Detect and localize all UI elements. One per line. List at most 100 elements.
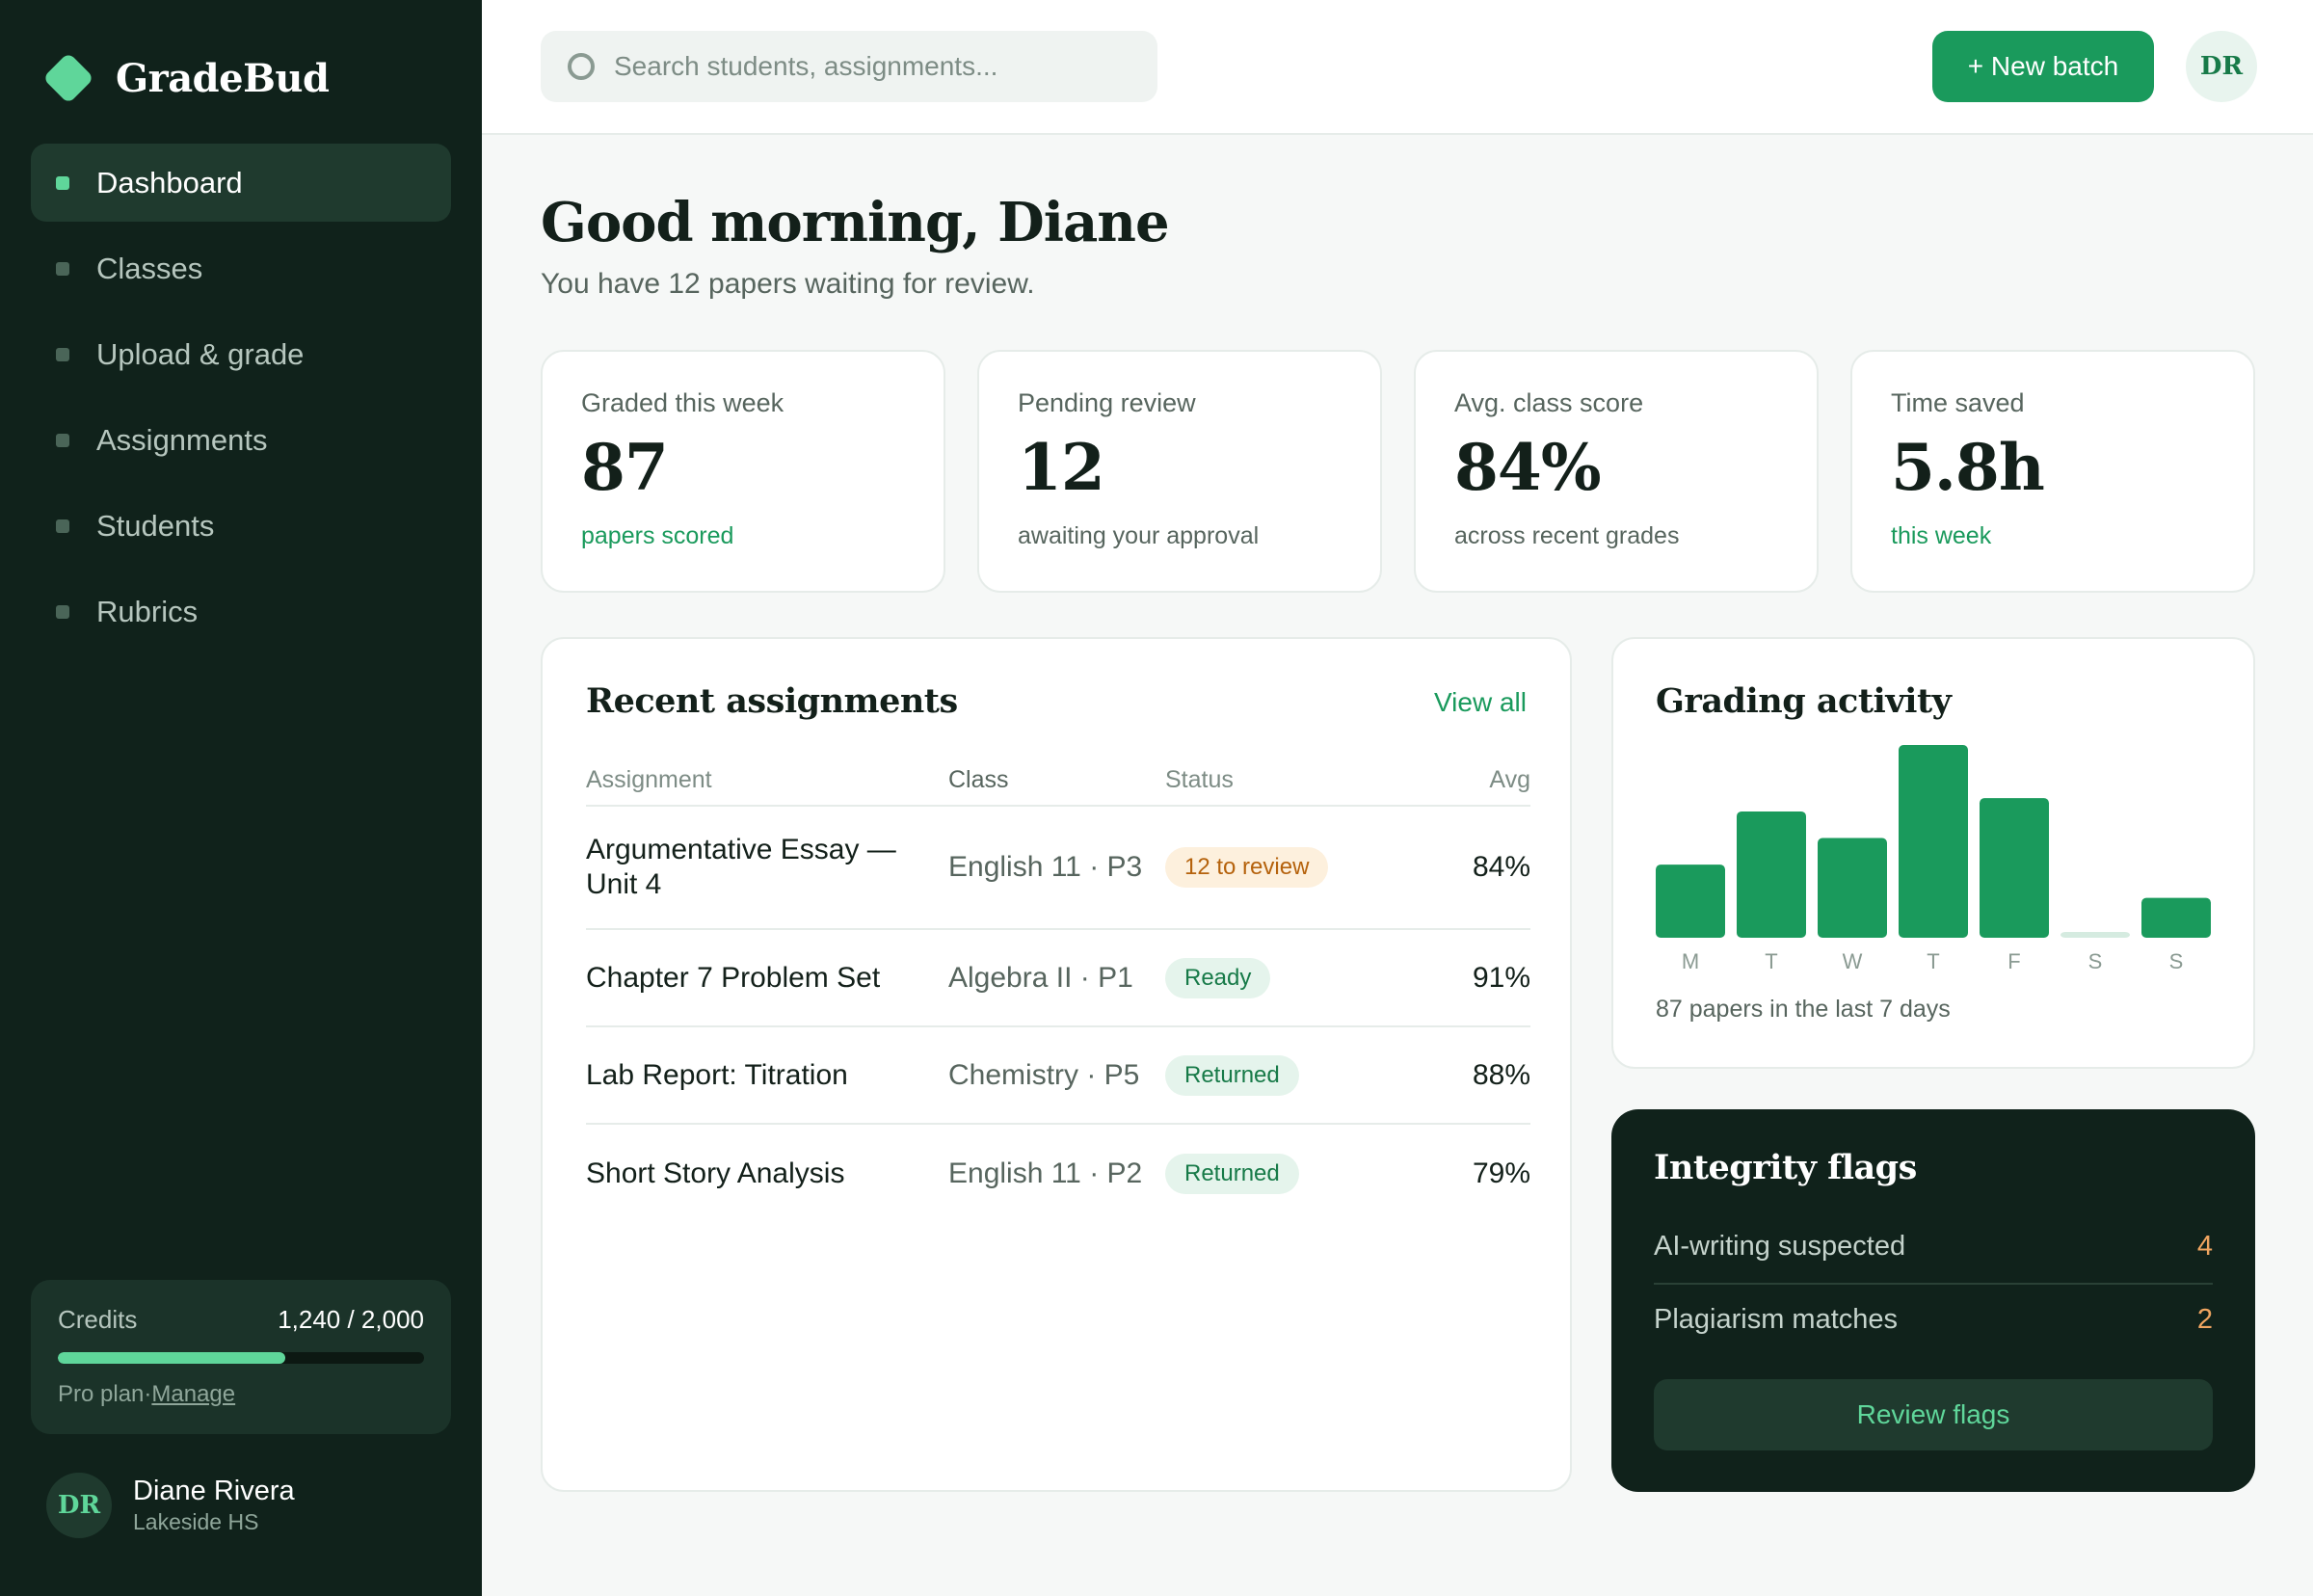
- sidebar-item-assignments[interactable]: Assignments: [31, 401, 451, 479]
- sidebar-item-label: Assignments: [96, 422, 268, 457]
- square-bullet-icon: [56, 347, 69, 361]
- chart-x-tick-label: S: [2169, 949, 2184, 973]
- chart-x-tick-label: S: [2088, 949, 2103, 973]
- sidebar-item-dashboard[interactable]: Dashboard: [31, 144, 451, 222]
- column-header-avg: Avg: [1489, 765, 1530, 793]
- table-header: Assignment Class Status Avg: [586, 755, 1530, 807]
- status-badge: Returned: [1165, 1153, 1299, 1194]
- table-row[interactable]: Lab Report: Titration Chemistry · P5 Ret…: [586, 1027, 1530, 1125]
- stat-value: 87: [581, 430, 669, 505]
- card-title: Recent assignments: [586, 681, 958, 721]
- card-title: Integrity flags: [1654, 1148, 1917, 1187]
- assignment-name: Argumentative Essay — Unit 4: [586, 834, 896, 900]
- status-cell: 12 to review: [1165, 847, 1406, 888]
- class-name: English 11 · P3: [948, 851, 1143, 883]
- square-bullet-icon: [56, 261, 69, 276]
- stat-subtext: across recent grades: [1454, 522, 1680, 549]
- sidebar-item-label: Upload & grade: [96, 336, 305, 371]
- chart-bar: [1737, 811, 1806, 938]
- stat-card-avg-score: Avg. class score 84% across recent grade…: [1414, 350, 1819, 593]
- chart-x-tick-label: T: [1927, 949, 1939, 973]
- recent-assignments-card: Recent assignments View all Assignment C…: [541, 637, 1572, 1492]
- topbar: + New batch DR: [482, 0, 2313, 135]
- stat-value: 12: [1018, 430, 1105, 505]
- assignments-table: Assignment Class Status Avg Argumentativ…: [586, 755, 1530, 1222]
- chart-x-tick-label: W: [1843, 949, 1863, 973]
- column-header-status: Status: [1165, 765, 1234, 793]
- square-bullet-icon: [56, 519, 69, 533]
- assignment-name: Chapter 7 Problem Set: [586, 961, 881, 994]
- page-title: Good morning, Diane: [541, 191, 1170, 254]
- user-name: Diane Rivera: [133, 1476, 295, 1506]
- stat-card-graded: Graded this week 87 papers scored: [541, 350, 945, 593]
- square-bullet-icon: [56, 175, 69, 190]
- chart-x-tick-label: M: [1682, 949, 1699, 973]
- grading-activity-card: Grading activity M T W T F S S 87 papers in th…: [1611, 637, 2255, 1069]
- user-profile[interactable]: DR Diane Rivera Lakeside HS: [46, 1473, 295, 1538]
- flag-count: 4: [2196, 1231, 2213, 1262]
- stat-subtext: papers scored: [581, 522, 734, 549]
- sidebar-item-upload-grade[interactable]: Upload & grade: [31, 315, 451, 393]
- avg-score: 91%: [1472, 961, 1530, 994]
- status-badge: 12 to review: [1165, 847, 1329, 888]
- class-name: Algebra II · P1: [948, 961, 1133, 994]
- credits-row: Credits 1,240 / 2,000: [58, 1305, 424, 1335]
- avatar: DR: [46, 1473, 112, 1538]
- search-box[interactable]: [541, 31, 1157, 102]
- search-icon: [568, 53, 595, 80]
- flag-row-plagiarism[interactable]: Plagiarism matches 2: [1654, 1304, 2213, 1336]
- chart-bar: [1818, 838, 1887, 938]
- column-header-assignment: Assignment: [586, 766, 712, 793]
- sidebar-item-classes[interactable]: Classes: [31, 229, 451, 307]
- stat-card-time-saved: Time saved 5.8h this week: [1850, 350, 2255, 593]
- stat-card-pending: Pending review 12 awaiting your approval: [977, 350, 1382, 593]
- avg-score: 88%: [1472, 1058, 1530, 1091]
- chart-bar: [1899, 745, 1968, 938]
- square-bullet-icon: [56, 604, 69, 619]
- search-input[interactable]: [614, 51, 1115, 82]
- stat-label: Time saved: [1891, 388, 2025, 417]
- chart-x-tick-label: T: [1765, 949, 1777, 973]
- chart-x-tick-label: F: [2007, 949, 2020, 973]
- logo[interactable]: GradeBud: [42, 52, 330, 104]
- chart-bar: [1656, 864, 1725, 938]
- avatar[interactable]: DR: [2186, 31, 2257, 102]
- plan-line: Pro plan·Manage: [58, 1381, 424, 1408]
- chart-bar: [2060, 932, 2130, 938]
- stat-value: 5.8h: [1891, 430, 2045, 505]
- sidebar-item-students[interactable]: Students: [31, 487, 451, 565]
- credits-panel: Credits 1,240 / 2,000 Pro plan·Manage: [31, 1280, 451, 1434]
- chart-bar: [2141, 897, 2211, 938]
- square-bullet-icon: [56, 433, 69, 447]
- class-name: Chemistry · P5: [948, 1058, 1140, 1091]
- table-row[interactable]: Short Story Analysis English 11 · P2 Ret…: [586, 1125, 1530, 1222]
- plan-name: Pro plan: [58, 1381, 145, 1407]
- sidebar-item-label: Classes: [96, 251, 203, 285]
- table-row[interactable]: Chapter 7 Problem Set Algebra II · P1 Re…: [586, 930, 1530, 1027]
- stat-subtext: awaiting your approval: [1018, 522, 1260, 549]
- view-all-link[interactable]: View all: [1434, 687, 1527, 717]
- card-title: Grading activity: [1656, 681, 1952, 721]
- flag-row-ai-writing[interactable]: AI-writing suspected 4: [1654, 1231, 2213, 1263]
- new-batch-button[interactable]: + New batch: [1932, 31, 2154, 102]
- app-name: GradeBud: [116, 55, 330, 101]
- stat-label: Avg. class score: [1454, 388, 1644, 417]
- assignment-name: Short Story Analysis: [586, 1157, 845, 1189]
- manage-link[interactable]: Manage: [151, 1381, 236, 1407]
- status-cell: Ready: [1165, 957, 1406, 998]
- status-cell: Returned: [1165, 1054, 1406, 1096]
- flag-label: Plagiarism matches: [1654, 1304, 1899, 1335]
- user-school: Lakeside HS: [133, 1509, 259, 1534]
- status-cell: Returned: [1165, 1153, 1406, 1194]
- sidebar-item-rubrics[interactable]: Rubrics: [31, 572, 451, 651]
- class-name: English 11 · P2: [948, 1157, 1143, 1189]
- table-row[interactable]: Argumentative Essay — Unit 4 English 11 …: [586, 807, 1530, 930]
- review-flags-button[interactable]: Review flags: [1654, 1379, 2213, 1450]
- sidebar-item-label: Students: [96, 508, 215, 543]
- chart-bar: [1980, 798, 2049, 938]
- activity-summary: 87 papers in the last 7 days: [1656, 996, 1951, 1023]
- divider: [1654, 1283, 2213, 1285]
- credits-progress-bar: [58, 1352, 424, 1364]
- column-header-class: Class: [948, 765, 1009, 793]
- assignment-name: Lab Report: Titration: [586, 1058, 848, 1091]
